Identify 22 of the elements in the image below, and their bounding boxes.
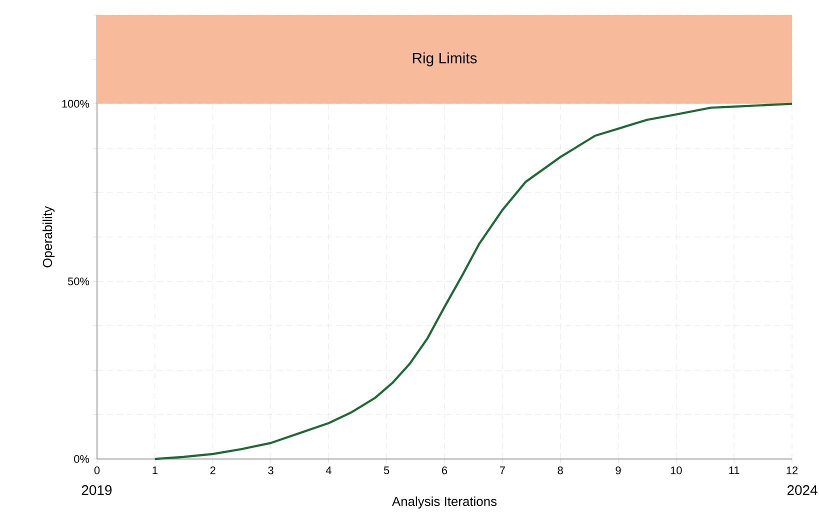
x-axis-title: Analysis Iterations (392, 496, 497, 509)
y-tick-label: 0% (74, 455, 90, 463)
x-tick-label: 8 (558, 466, 563, 474)
x-tick-label: 2 (210, 466, 216, 474)
x-tick-label: 3 (268, 466, 274, 474)
x-tick-label: 1 (152, 466, 158, 474)
x-tick-label: 0 (94, 466, 100, 474)
x-tick-label: 9 (616, 466, 621, 474)
y-tick-label: 100% (62, 100, 90, 108)
x-tick-label: 6 (442, 466, 448, 474)
y-axis-title: Operability (42, 206, 55, 268)
text: 2019 (82, 485, 112, 496)
x-tick-label: 12 (786, 466, 798, 474)
x-tick-label: 11 (729, 466, 740, 474)
x-tick-label: 5 (384, 466, 390, 474)
y-tick-label: 50% (68, 278, 90, 286)
x-tick-label: 7 (500, 466, 505, 474)
x-tick-label: 10 (670, 466, 682, 474)
band-label: Rig Limits (412, 52, 477, 66)
line-series (154, 102, 794, 460)
text: 2024 (787, 485, 818, 496)
x-tick-label: 4 (326, 466, 332, 474)
